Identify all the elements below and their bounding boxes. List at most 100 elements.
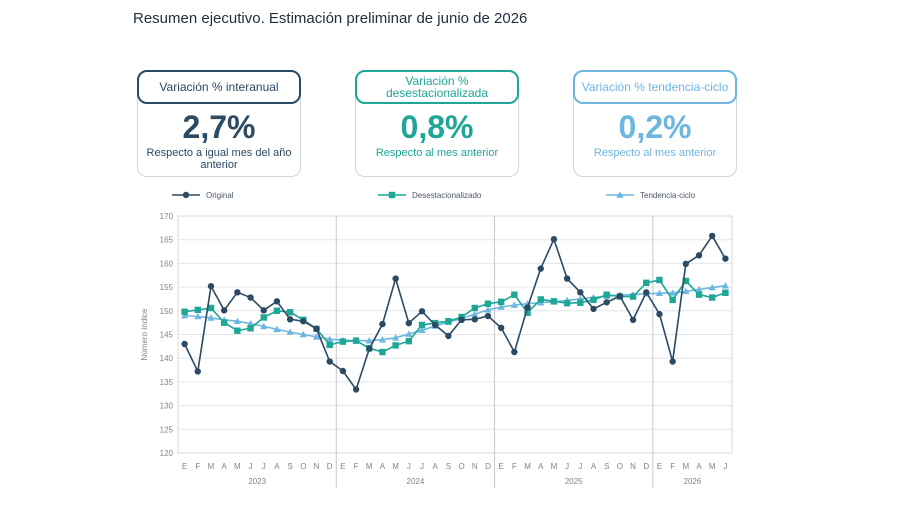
data-point [181, 308, 188, 315]
data-point [695, 285, 703, 293]
data-point [643, 289, 650, 296]
data-point [260, 314, 267, 321]
x-year-label: 2024 [407, 477, 425, 486]
data-point [484, 300, 492, 307]
data-point [286, 309, 294, 316]
x-month-label: F [195, 462, 200, 471]
data-point [260, 307, 267, 314]
data-point [234, 289, 241, 296]
data-point [432, 321, 439, 329]
data-point [207, 282, 215, 290]
x-month-label: M [234, 462, 241, 471]
x-month-label: M [682, 462, 689, 471]
data-point [563, 300, 571, 307]
y-tick-label: 130 [160, 402, 174, 411]
x-month-label: M [709, 462, 716, 471]
x-month-label: A [538, 462, 544, 471]
x-month-label: N [472, 462, 478, 471]
x-month-label: M [524, 462, 531, 471]
x-month-label: M [366, 462, 373, 471]
data-point [577, 299, 584, 306]
data-point [405, 330, 413, 337]
data-point [655, 289, 664, 297]
y-tick-label: 125 [160, 425, 174, 434]
data-point [207, 304, 215, 312]
data-point [537, 296, 544, 303]
data-point [352, 386, 360, 393]
data-point [669, 296, 676, 304]
data-point [418, 308, 426, 315]
y-tick-label: 150 [160, 307, 174, 316]
x-month-label: N [630, 462, 636, 471]
data-point [682, 277, 690, 285]
kpi-card-description: Respecto a igual mes del año anterior [146, 147, 292, 171]
data-point [366, 345, 373, 352]
x-month-label: E [657, 462, 662, 471]
plot-frame [177, 215, 733, 454]
legend-swatch-marker [616, 191, 624, 198]
data-point [550, 298, 558, 305]
data-point [273, 325, 281, 333]
data-point [669, 358, 676, 365]
data-point [392, 342, 399, 349]
data-point [721, 282, 730, 289]
data-point [497, 324, 505, 332]
data-point [194, 368, 201, 375]
kpi-card-description: Respecto al mes anterior [375, 147, 499, 159]
data-point [695, 252, 703, 259]
data-point [234, 327, 241, 334]
data-point [524, 309, 531, 316]
data-point [603, 299, 610, 306]
data-point [273, 298, 281, 305]
data-point [418, 326, 426, 334]
x-month-label: J [565, 462, 569, 471]
data-point [379, 348, 386, 356]
x-month-label: A [433, 462, 439, 471]
legend-label: Tendencia-ciclo [640, 191, 696, 200]
data-point [379, 320, 386, 328]
data-point [339, 367, 347, 375]
data-point [497, 303, 505, 310]
y-tick-label: 145 [160, 331, 174, 340]
x-month-label: E [182, 462, 187, 471]
data-point [550, 236, 558, 243]
data-point [286, 328, 294, 335]
kpi-card-tendencia-ciclo: Variación % tendencia-ciclo 0,2% Respect… [573, 70, 737, 177]
data-point [643, 279, 650, 287]
x-month-label: D [485, 462, 491, 471]
data-point [511, 348, 518, 356]
data-point [246, 319, 255, 327]
kpi-card-desestacionalizada: Variación % desestacionalizada 0,8% Resp… [355, 70, 519, 177]
data-point [233, 317, 241, 325]
x-month-label: A [274, 462, 280, 471]
data-point [722, 255, 729, 262]
data-point [510, 301, 518, 308]
y-tick-label: 170 [160, 212, 174, 221]
data-point [286, 316, 294, 323]
x-month-label: E [340, 462, 345, 471]
x-month-label: D [327, 462, 333, 471]
data-point [603, 291, 610, 298]
x-month-label: J [578, 462, 582, 471]
data-point [682, 287, 690, 295]
data-point [484, 306, 492, 313]
x-month-label: E [498, 462, 503, 471]
data-point [194, 306, 201, 314]
data-point [590, 305, 597, 313]
data-point [326, 341, 333, 349]
data-point [708, 283, 716, 291]
data-point [709, 294, 716, 301]
x-month-label: A [221, 462, 227, 471]
x-month-label: S [604, 462, 609, 471]
data-point [339, 338, 347, 345]
data-point [313, 325, 320, 333]
x-month-label: F [512, 462, 517, 471]
data-point [471, 316, 478, 323]
data-point [445, 332, 452, 340]
data-point [484, 312, 492, 320]
legend-label: Original [206, 191, 234, 200]
kpi-card-header: Variación % tendencia-ciclo [573, 70, 737, 104]
x-month-label: F [354, 462, 359, 471]
data-point [365, 337, 373, 344]
x-month-label: O [617, 462, 623, 471]
